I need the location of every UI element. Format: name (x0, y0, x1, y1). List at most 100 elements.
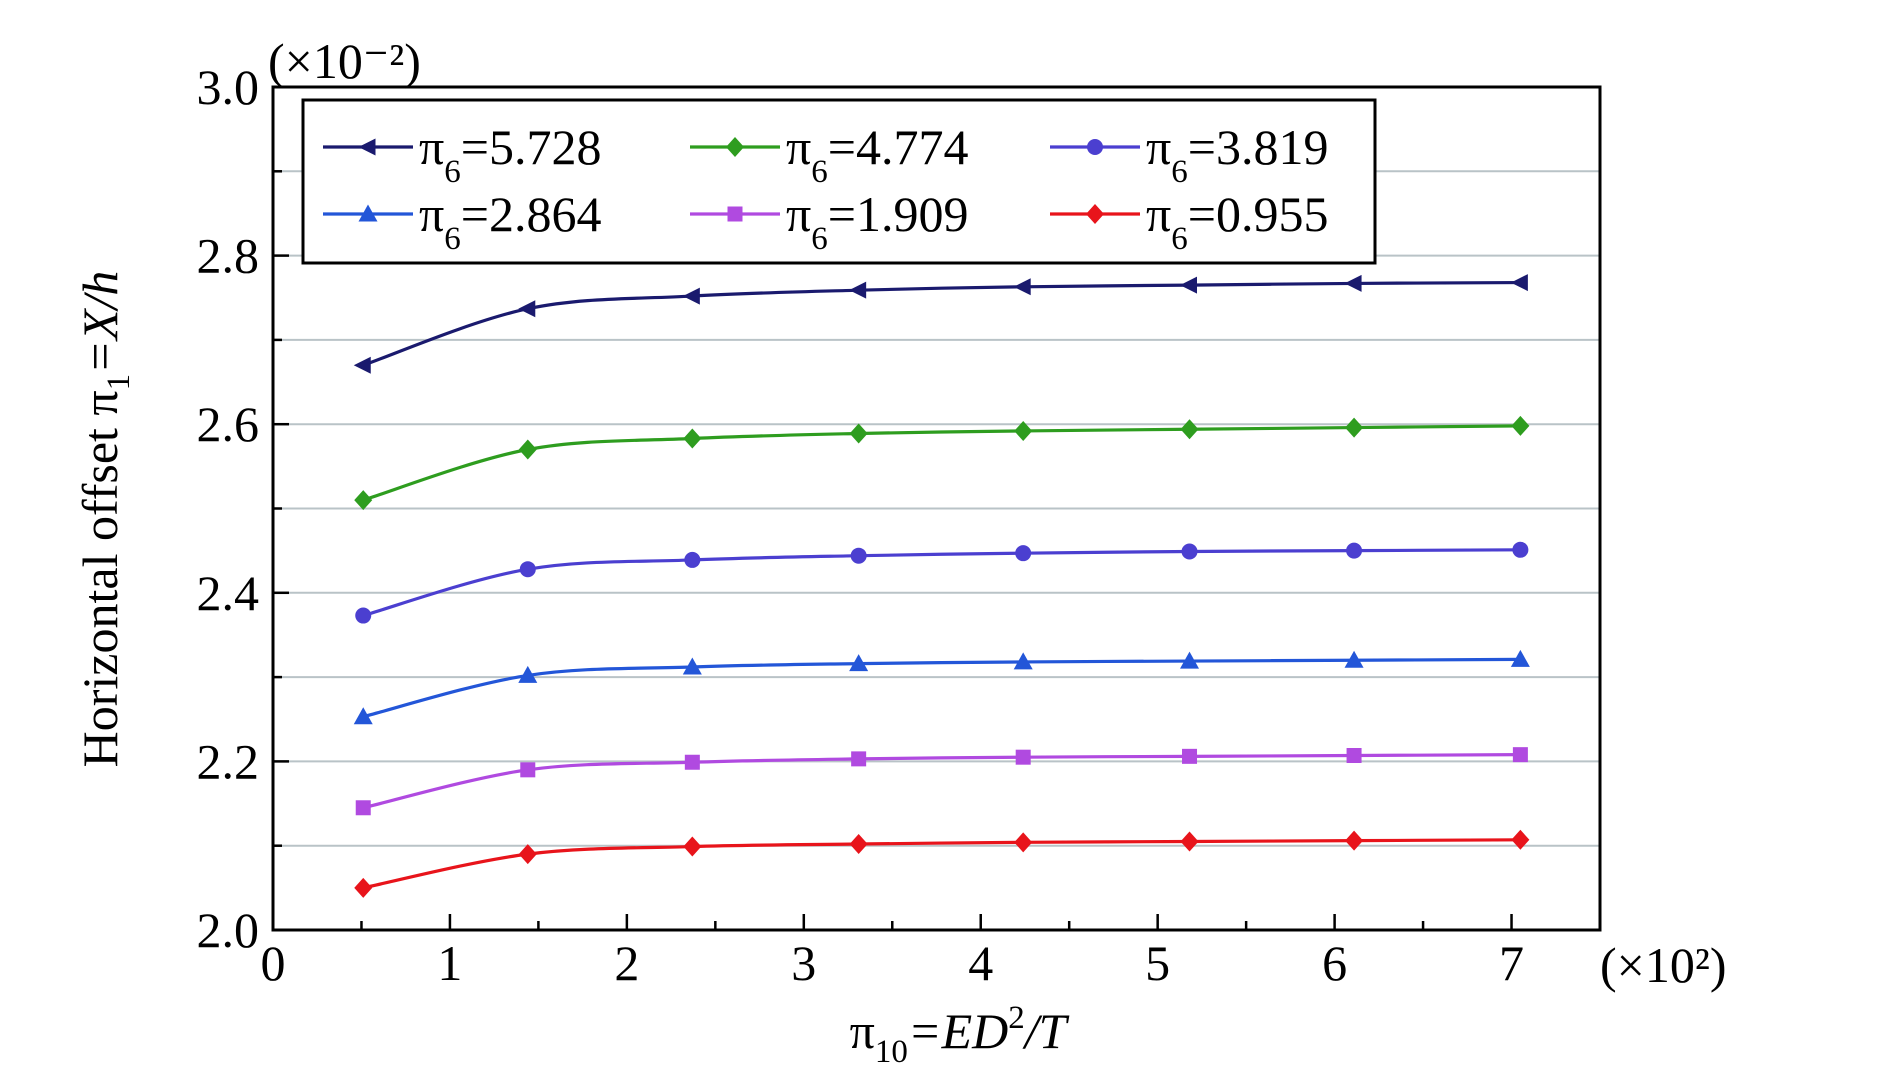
data-point (353, 707, 373, 725)
series-line (362, 280, 1521, 367)
data-point (682, 287, 700, 305)
data-point (1180, 419, 1199, 440)
data-point (1344, 274, 1362, 292)
x-axis-title-sup: 2 (1008, 1000, 1025, 1036)
data-point (1344, 650, 1364, 668)
y-axis-title-suffix: =X/h (72, 271, 128, 374)
series-line (362, 838, 1521, 890)
grid-lines (273, 170, 1600, 847)
legend-label-prefix: π (1146, 119, 1171, 175)
y-tick-label: 2.4 (197, 565, 260, 621)
data-point (1180, 651, 1200, 669)
y-axis-multiplier: (×10⁻²) (268, 33, 421, 89)
data-point (1510, 274, 1528, 292)
legend-label-suffix: =4.774 (828, 119, 969, 175)
data-point (354, 490, 373, 511)
y-tick-label: 3.0 (197, 59, 260, 115)
x-tick-label: 5 (1145, 935, 1170, 991)
x-axis-title: π10=ED2/T (850, 1000, 1070, 1070)
legend-label-sub: 6 (444, 221, 461, 257)
data-point (1512, 541, 1529, 558)
series-3 (355, 541, 1529, 624)
x-axis-title-sub: 10 (875, 1034, 908, 1070)
data-point (683, 836, 702, 857)
data-point (355, 800, 371, 816)
axis-ticks (271, 85, 1602, 932)
y-axis-title-sub: 1 (101, 374, 137, 391)
data-point (1511, 415, 1530, 436)
data-point (849, 281, 867, 299)
x-axis-title-prefix: π (850, 1003, 875, 1059)
x-axis-title-suffix: /T (1022, 1003, 1070, 1059)
series-5 (355, 747, 1528, 816)
data-point (355, 607, 372, 624)
x-tick-label: 1 (437, 935, 462, 991)
legend-label: π6=2.864 (419, 186, 601, 257)
data-point (1345, 830, 1364, 851)
data-point (1180, 276, 1198, 294)
legend-marker (1086, 204, 1104, 224)
legend-label-suffix: =3.819 (1188, 119, 1329, 175)
data-point (354, 877, 373, 898)
legend-label-sub: 6 (1171, 154, 1188, 190)
data-point (518, 439, 537, 460)
legend-label-prefix: π (419, 119, 444, 175)
legend-marker (358, 138, 376, 156)
data-point (519, 561, 536, 578)
legend-label-prefix: π (1146, 186, 1171, 242)
x-axis-title-mid: =ED (908, 1003, 1008, 1059)
data-point (683, 428, 702, 449)
data-point (1346, 542, 1363, 559)
data-point (1180, 831, 1199, 852)
data-point (518, 665, 538, 683)
x-tick-label: 3 (791, 935, 816, 991)
legend-label: π6=0.955 (1146, 186, 1328, 257)
y-tick-label: 2.2 (197, 733, 260, 789)
legend-label: π6=3.819 (1146, 119, 1328, 190)
x-tick-label: 0 (261, 935, 286, 991)
data-point (518, 300, 536, 318)
y-axis-title: Horizontal offset π1=X/h (72, 271, 137, 768)
series-group (353, 274, 1530, 898)
series-4 (353, 649, 1530, 725)
y-tick-label: 2.8 (197, 228, 260, 284)
x-tick-label: 6 (1322, 935, 1347, 991)
legend-label: π6=5.728 (419, 119, 601, 190)
legend-label: π6=4.774 (786, 119, 968, 190)
data-point (1510, 649, 1530, 667)
series-line (362, 657, 1521, 719)
data-point (849, 423, 868, 444)
legend-box (301, 98, 1377, 265)
data-point (1013, 652, 1033, 670)
data-point (353, 356, 371, 374)
legend-label-sub: 6 (811, 221, 828, 257)
data-point (850, 547, 867, 564)
legend-label: π6=1.909 (786, 186, 968, 257)
legend-item: π6=3.819 (1050, 119, 1328, 190)
data-point (1181, 543, 1198, 560)
legend-label-prefix: π (786, 119, 811, 175)
data-point (1512, 747, 1528, 763)
y-tick-label: 2.6 (197, 396, 260, 452)
data-point (520, 762, 536, 778)
legend-item: π6=0.955 (1050, 186, 1328, 257)
legend-label-suffix: =5.728 (461, 119, 602, 175)
legend-item: π6=2.864 (323, 186, 601, 257)
legend-label-suffix: =2.864 (461, 186, 602, 242)
data-point (849, 654, 869, 672)
x-tick-label: 7 (1499, 935, 1524, 991)
y-axis-title-prefix: Horizontal offset π (72, 390, 128, 767)
series-line (362, 548, 1521, 618)
legend-label-suffix: =0.955 (1188, 186, 1329, 242)
series-line (362, 424, 1521, 502)
legend-label-prefix: π (419, 186, 444, 242)
data-point (1013, 278, 1031, 296)
data-point (684, 551, 701, 568)
legend-label-sub: 6 (811, 154, 828, 190)
data-point (682, 657, 702, 675)
tick-labels: 0 1 2 3 4 5 6 7 2.0 2.2 2.4 2.6 2.8 3.0 (197, 59, 1525, 991)
data-point (851, 751, 867, 767)
data-point (1014, 832, 1033, 853)
y-tick-label: 2.0 (197, 902, 260, 958)
series-6 (354, 829, 1530, 898)
